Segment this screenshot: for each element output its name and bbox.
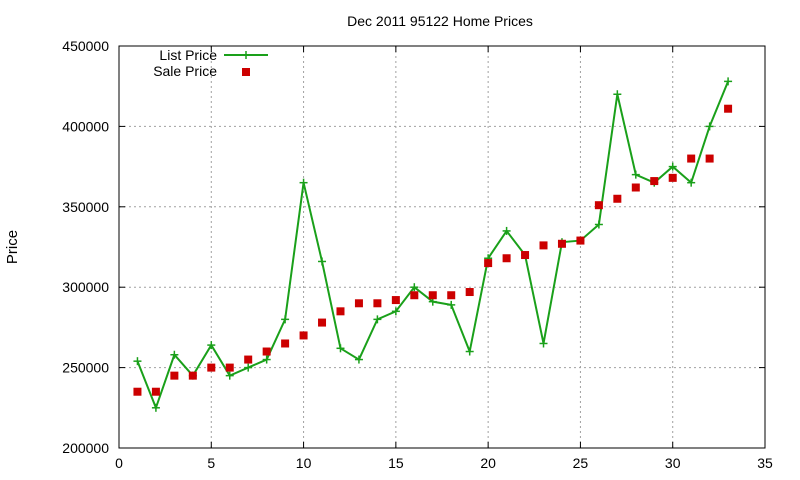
- list-price-point: [281, 315, 290, 324]
- legend-label-list-price: List Price: [159, 47, 217, 63]
- sale-price-point: [170, 371, 179, 380]
- series-list-price: [133, 77, 733, 412]
- sale-price-point: [373, 299, 382, 308]
- sale-price-point: [594, 201, 603, 210]
- series-sale-price: [133, 104, 733, 396]
- sale-price-point: [465, 288, 474, 297]
- list-price-point: [336, 344, 345, 353]
- y-tick-label: 200000: [62, 440, 109, 456]
- x-tick-label: 20: [480, 455, 496, 471]
- sale-price-point: [391, 296, 400, 305]
- sale-price-point: [724, 104, 733, 113]
- list-price-point: [705, 122, 714, 131]
- sale-price-point: [613, 194, 622, 203]
- sale-price-point: [502, 254, 511, 263]
- list-price-point: [668, 162, 677, 171]
- list-price-point: [724, 77, 733, 86]
- x-tick-label: 10: [296, 455, 312, 471]
- sale-price-point: [354, 299, 363, 308]
- sale-price-point: [447, 291, 456, 300]
- sale-price-point: [668, 173, 677, 182]
- list-price-point: [447, 300, 456, 309]
- sale-price-point: [521, 251, 530, 260]
- sale-price-point: [705, 154, 714, 163]
- list-price-point: [502, 226, 511, 235]
- x-tick-label: 5: [207, 455, 215, 471]
- list-price-point: [539, 339, 548, 348]
- sale-price-point: [484, 259, 493, 268]
- y-axis-label: Price: [4, 230, 21, 264]
- sale-price-point: [188, 371, 197, 380]
- list-price-point: [151, 403, 160, 412]
- sale-price-point: [318, 318, 327, 327]
- chart-title: Dec 2011 95122 Home Prices: [347, 13, 533, 29]
- x-tick-label: 25: [573, 455, 589, 471]
- list-price-point: [631, 170, 640, 179]
- axes: 0 5 10 15 20 25 30 35 200000 250000 300000 350000 40…: [62, 38, 773, 471]
- sale-price-point: [299, 331, 308, 340]
- plot-frame: [118, 45, 766, 449]
- list-price-point: [687, 178, 696, 187]
- sale-price-point: [262, 347, 271, 356]
- legend: List Price Sale Price: [153, 47, 268, 79]
- sale-price-point: [576, 236, 585, 245]
- list-price-point: [207, 341, 216, 350]
- sale-price-point: [687, 154, 696, 163]
- legend-swatch-sale-price: [242, 68, 250, 76]
- list-price-line: [136, 80, 730, 411]
- sale-price-point: [151, 387, 160, 396]
- x-tick-label: 35: [757, 455, 773, 471]
- sale-price-point: [631, 183, 640, 192]
- list-price-point: [465, 347, 474, 356]
- y-tick-label: 450000: [62, 38, 109, 54]
- list-price-point: [318, 257, 327, 266]
- list-price-point: [373, 315, 382, 324]
- sale-price-point: [133, 387, 142, 396]
- list-price-point: [133, 357, 142, 366]
- list-price-point: [391, 307, 400, 316]
- sale-price-point: [410, 291, 419, 300]
- list-price-point: [354, 355, 363, 364]
- y-tick-label: 250000: [62, 360, 109, 376]
- y-tick-label: 350000: [62, 199, 109, 215]
- list-price-point: [225, 371, 234, 380]
- x-tick-label: 30: [665, 455, 681, 471]
- legend-label-sale-price: Sale Price: [153, 63, 217, 79]
- list-price-point: [244, 363, 253, 372]
- y-tick-label: 300000: [62, 279, 109, 295]
- sale-price-point: [428, 291, 437, 300]
- list-price-point: [170, 350, 179, 359]
- list-price-point: [613, 90, 622, 99]
- y-tick-label: 400000: [62, 118, 109, 134]
- x-tick-label: 0: [115, 455, 123, 471]
- sale-price-point: [244, 355, 253, 364]
- sale-price-point: [281, 339, 290, 348]
- grid-lines: [119, 46, 765, 448]
- sale-price-point: [539, 241, 548, 250]
- sale-price-point: [557, 239, 566, 248]
- sale-price-point: [225, 363, 234, 372]
- x-tick-label: 15: [388, 455, 404, 471]
- list-price-point: [594, 220, 603, 229]
- list-price-point: [262, 355, 271, 364]
- list-price-point: [410, 283, 419, 292]
- list-price-point: [299, 178, 308, 187]
- sale-price-point: [207, 363, 216, 372]
- sale-price-point: [650, 177, 659, 186]
- sale-price-point: [336, 307, 345, 316]
